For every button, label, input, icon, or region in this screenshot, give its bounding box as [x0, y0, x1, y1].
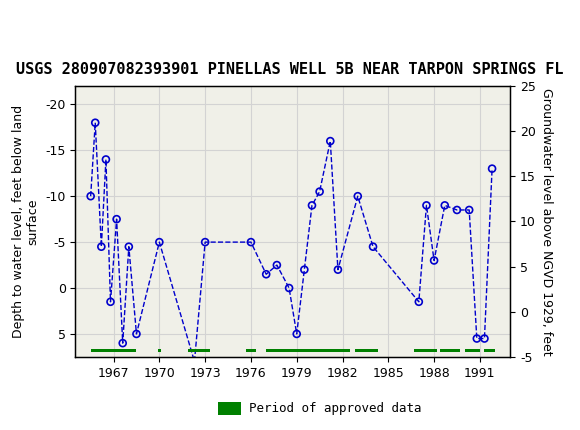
Bar [266, 349, 350, 352]
Point [414, 298, 423, 305]
Text: █USGS: █USGS [12, 15, 70, 37]
Point [429, 257, 438, 264]
Point [465, 206, 474, 213]
Y-axis label: Depth to water level, feet below land
surface: Depth to water level, feet below land su… [12, 105, 40, 338]
Point [124, 243, 133, 250]
Bar [188, 349, 210, 352]
Point [102, 156, 111, 163]
Point [307, 202, 317, 209]
Text: Period of approved data: Period of approved data [249, 402, 422, 415]
Point [487, 165, 496, 172]
Point [155, 239, 164, 246]
Point [112, 216, 121, 223]
Bar [246, 349, 256, 352]
Point [452, 206, 462, 213]
Bar [355, 349, 378, 352]
Point [86, 193, 95, 200]
Point [97, 243, 106, 250]
Point [201, 239, 210, 246]
Point [422, 202, 431, 209]
Bar [484, 349, 495, 352]
Point [368, 243, 378, 250]
Point [300, 266, 309, 273]
Bar [90, 349, 136, 352]
Bar [218, 402, 241, 415]
Point [440, 202, 450, 209]
Point [132, 331, 141, 338]
Bar [158, 349, 161, 352]
Point [325, 138, 335, 144]
Point [246, 239, 256, 246]
Point [262, 271, 271, 278]
Point [284, 285, 293, 292]
Point [315, 188, 324, 195]
Point [272, 261, 281, 268]
Point [106, 298, 115, 305]
Point [480, 335, 489, 342]
Point [190, 358, 199, 365]
Text: USGS 280907082393901 PINELLAS WELL 5B NEAR TARPON SPRINGS FL: USGS 280907082393901 PINELLAS WELL 5B NE… [16, 62, 564, 77]
Bar [440, 349, 460, 352]
Bar [414, 349, 437, 352]
Point [118, 340, 128, 347]
Y-axis label: Groundwater level above NGVD 1929, feet: Groundwater level above NGVD 1929, feet [539, 88, 553, 355]
Point [353, 193, 362, 200]
Point [90, 119, 100, 126]
Point [292, 331, 302, 338]
Point [472, 335, 481, 342]
Point [334, 266, 343, 273]
Bar [465, 349, 480, 352]
